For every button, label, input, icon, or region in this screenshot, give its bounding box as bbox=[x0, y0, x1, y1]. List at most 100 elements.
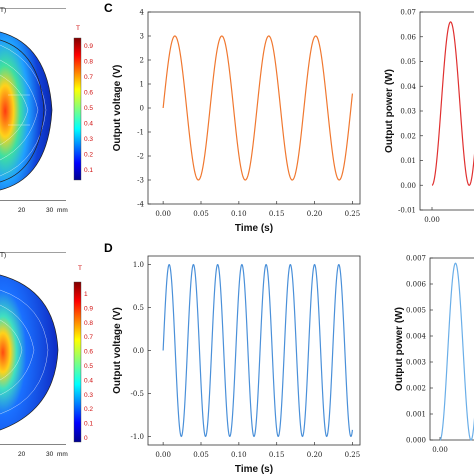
y-axis-title: Output voltage (V) bbox=[112, 307, 123, 394]
y-tick-label: 0.05 bbox=[400, 58, 416, 66]
y-tick-label: 0.04 bbox=[400, 83, 416, 91]
plot-frame bbox=[419, 11, 474, 211]
voltage-chart-c: 4 3 2 1 0 -1 -2 -3 -4 0.00 0.05 0.10 0.15 0.20 0.25 Tim… bbox=[112, 9, 361, 234]
y-tick-label: -1.0 bbox=[131, 433, 145, 441]
colorbar-bottom-tick: 0.9 bbox=[84, 305, 93, 312]
y-tick-label: 1 bbox=[140, 81, 144, 89]
x-tick-label: 0.00 bbox=[424, 216, 440, 224]
colorbar-bottom-tick: 0.3 bbox=[84, 392, 93, 399]
y-tick-label: 2 bbox=[140, 57, 144, 65]
y-tick-label: 0.00 bbox=[400, 182, 416, 190]
y-tick-label: -4 bbox=[137, 201, 144, 209]
x-tick-label: 0.05 bbox=[193, 210, 209, 218]
field-top-tick-20: 20 bbox=[18, 207, 26, 214]
y-tick-label: -0.01 bbox=[398, 207, 416, 215]
x-tick-label: 0.20 bbox=[307, 210, 323, 218]
colorbar-bottom-tick: 0.8 bbox=[84, 320, 93, 327]
panel-label-c: C bbox=[104, 1, 113, 15]
series-line bbox=[162, 263, 354, 438]
series-line bbox=[431, 21, 474, 186]
y-tick-label: 0.5 bbox=[133, 304, 144, 312]
colorbar-top-tick: 0.1 bbox=[84, 167, 93, 174]
y-tick-label: 0.007 bbox=[406, 255, 426, 263]
field-map-top-region bbox=[0, 32, 52, 190]
y-tick-label: 0.03 bbox=[400, 108, 416, 116]
colorbar-top-tick: 0.5 bbox=[84, 105, 93, 112]
y-tick-label: 1.0 bbox=[133, 261, 144, 269]
y-tick-label: 0.01 bbox=[400, 157, 416, 165]
x-tick-label: 0.25 bbox=[345, 451, 361, 459]
colorbar-top-tick: 0.8 bbox=[84, 59, 93, 66]
field-bottom-unit: mm bbox=[57, 451, 68, 458]
x-axis-title: Time (s) bbox=[235, 223, 273, 234]
y-tick-label: -0.5 bbox=[131, 390, 145, 398]
colorbar-bottom-tick: 0.1 bbox=[84, 421, 93, 428]
voltage-chart-d: 1.0 0.5 0.0 -0.5 -1.0 0.00 0.05 0.10 0.15 0.20 0.2… bbox=[112, 255, 361, 474]
y-tick-label: 0.07 bbox=[400, 9, 416, 17]
colorbar-top-tick: 0.6 bbox=[84, 90, 93, 97]
colorbar-bottom-tick: 1 bbox=[84, 291, 88, 298]
field-map-top: T) 20 30 mm bbox=[0, 7, 68, 214]
y-tick-label: -3 bbox=[137, 177, 144, 185]
power-chart-d: 0.0070.0060.0050.0040.0030.0020.0010.000… bbox=[394, 255, 474, 454]
x-tick-label: 0.10 bbox=[231, 451, 247, 459]
colorbar-top-tick: 0.7 bbox=[84, 74, 93, 81]
y-tick-label: 0.005 bbox=[406, 307, 426, 315]
y-tick-label: -2 bbox=[137, 153, 144, 161]
colorbar-top-tick: 0.4 bbox=[84, 121, 93, 128]
colorbar-bottom-tick: 0.6 bbox=[84, 349, 93, 356]
field-bottom-tick-20: 20 bbox=[18, 451, 26, 458]
svg-text:T): T) bbox=[0, 7, 6, 14]
y-axis-title: Output power (W) bbox=[384, 69, 395, 153]
colorbar-bottom-tick: 0.7 bbox=[84, 334, 93, 341]
y-tick-label: 0.06 bbox=[400, 33, 416, 41]
colorbar-top: T 0.9 0.8 0.7 0.6 0.5 0.4 0.3 0.2 0.1 bbox=[73, 25, 93, 181]
panel-label-d: D bbox=[104, 241, 113, 255]
x-axis-title: Time (s) bbox=[235, 464, 273, 474]
plot-frame bbox=[147, 255, 361, 446]
power-chart-c: 0.07 0.06 0.05 0.04 0.03 0.02 0.01 0.00 -0.01 0.0… bbox=[384, 9, 474, 224]
plot-frame bbox=[429, 257, 474, 441]
x-tick-label: 0.10 bbox=[231, 210, 247, 218]
y-tick-label: 0.006 bbox=[406, 281, 427, 289]
y-tick-label: 0.001 bbox=[406, 411, 426, 419]
y-axis-title: Output voltage (V) bbox=[112, 65, 123, 152]
series-line bbox=[162, 35, 354, 181]
colorbar-bottom-tick: 0.2 bbox=[84, 406, 93, 413]
colorbar-bottom-tick: 0 bbox=[84, 435, 88, 442]
field-top-unit: mm bbox=[57, 207, 68, 214]
y-tick-label: 0.003 bbox=[406, 359, 426, 367]
x-tick-label: 0.15 bbox=[269, 210, 285, 218]
colorbar-bottom-unit: T bbox=[78, 265, 82, 272]
field-top-tick-30: 30 bbox=[46, 207, 54, 214]
field-bottom-tick-30: 30 bbox=[46, 451, 54, 458]
y-tick-label: 0.000 bbox=[406, 437, 426, 445]
colorbar-top-tick: 0.2 bbox=[84, 152, 93, 159]
svg-text:T): T) bbox=[0, 252, 6, 259]
x-tick-label: 0.15 bbox=[269, 451, 285, 459]
y-tick-label: 0.0 bbox=[133, 347, 144, 355]
field-map-bottom: T) 20 30 mm bbox=[0, 252, 68, 458]
y-tick-label: -1 bbox=[137, 129, 144, 137]
x-tick-label: 0.00 bbox=[155, 210, 171, 218]
colorbar-top-tick: 0.9 bbox=[84, 43, 93, 50]
x-tick-label: 0.00 bbox=[155, 451, 171, 459]
colorbar-top-unit: T bbox=[76, 25, 80, 32]
colorbar-bottom-tick: 0.5 bbox=[84, 363, 93, 370]
y-tick-label: 0.002 bbox=[406, 385, 426, 393]
field-map-bottom-region bbox=[0, 275, 58, 430]
x-tick-label: 0.05 bbox=[193, 451, 209, 459]
colorbar-top-tick: 0.3 bbox=[84, 136, 93, 143]
x-tick-label: 0.20 bbox=[307, 451, 323, 459]
y-tick-label: 4 bbox=[140, 9, 145, 17]
x-tick-label: 0.00 bbox=[432, 446, 448, 454]
y-tick-label: 0.004 bbox=[406, 333, 427, 341]
y-tick-label: 3 bbox=[140, 33, 144, 41]
plot-frame bbox=[147, 11, 361, 205]
colorbar-bottom-tick: 0.4 bbox=[84, 377, 93, 384]
y-tick-label: 0.02 bbox=[400, 132, 416, 140]
colorbar-bottom: T 1 0.9 0.8 0.7 0.6 0.5 0.4 0.3 0.2 0.1 0 bbox=[73, 265, 93, 443]
series-line bbox=[439, 262, 474, 441]
y-tick-label: 0 bbox=[140, 105, 144, 113]
